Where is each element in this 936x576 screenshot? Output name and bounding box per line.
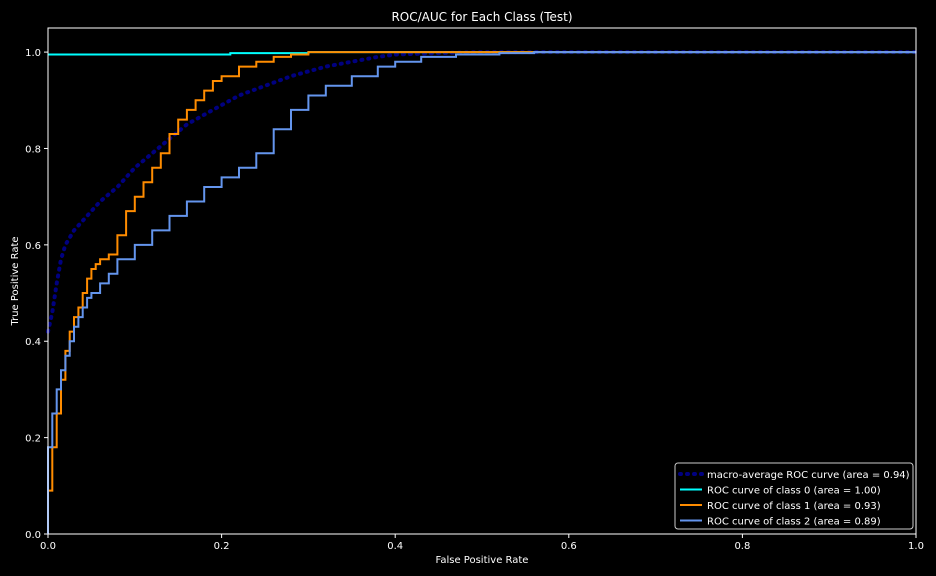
- y-tick-label: 0.0: [25, 530, 41, 541]
- plot-series: [46, 50, 918, 534]
- x-tick-label: 0.0: [40, 541, 56, 552]
- y-tick-label: 1.0: [25, 48, 41, 59]
- axis-ticks: 0.0 0.2 0.4 0.6 0.8 1.0 0.0 0.2 0.4 0.6 0.8 1.0: [25, 48, 924, 552]
- x-tick-label: 1.0: [908, 541, 924, 552]
- chart-title: ROC/AUC for Each Class (Test): [391, 10, 572, 24]
- series-line-2: [47, 51, 916, 534]
- x-tick-label: 0.6: [561, 541, 577, 552]
- series-line-3: [47, 51, 916, 534]
- legend-label-0: macro-average ROC curve (area = 0.94): [707, 470, 910, 481]
- legend-label-3: ROC curve of class 2 (area = 0.89): [707, 517, 881, 528]
- y-tick-label: 0.4: [25, 337, 41, 348]
- x-tick-label: 0.8: [734, 541, 750, 552]
- legend: macro-average ROC curve (area = 0.94) ROC…: [674, 462, 914, 530]
- legend-label-2: ROC curve of class 1 (area = 0.93): [707, 501, 881, 512]
- legend-box: [674, 462, 914, 530]
- legend-label-1: ROC curve of class 0 (area = 1.00): [707, 486, 881, 497]
- x-tick-label: 0.2: [214, 541, 230, 552]
- plot-frame: [47, 27, 917, 535]
- x-axis-label: False Positive Rate: [436, 555, 529, 566]
- y-tick-label: 0.2: [25, 434, 41, 445]
- y-tick-label: 0.8: [25, 144, 41, 155]
- y-axis-label: True Positive Rate: [10, 236, 21, 326]
- y-tick-label: 0.6: [25, 241, 41, 252]
- x-tick-label: 0.4: [387, 541, 403, 552]
